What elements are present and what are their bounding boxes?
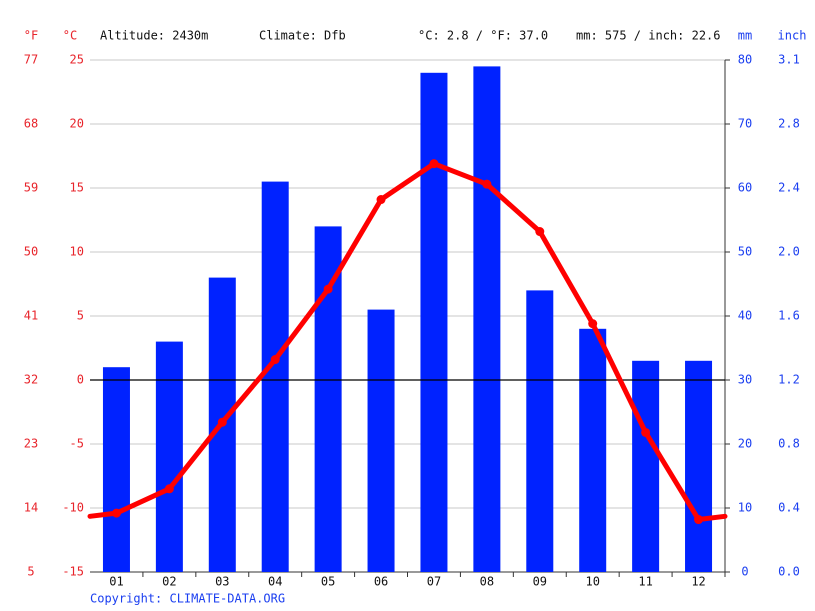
f-tick-label: 23 xyxy=(24,437,38,451)
x-tick-label: 02 xyxy=(162,575,176,589)
precip-summary: mm: 575 / inch: 22.6 xyxy=(576,29,721,43)
precip-bar xyxy=(473,66,501,573)
f-tick-label: 32 xyxy=(24,373,38,387)
x-tick-label: 04 xyxy=(268,575,282,589)
x-tick-label: 09 xyxy=(533,575,547,589)
y2-tick-label: 10 xyxy=(738,501,752,515)
precip-bar xyxy=(155,341,183,572)
y-tick-label: 20 xyxy=(70,117,84,131)
y-tick-label: 25 xyxy=(70,53,84,67)
temp-point xyxy=(164,484,174,494)
y2-tick-label: 50 xyxy=(738,245,752,259)
x-tick-label: 12 xyxy=(691,575,705,589)
temp-point xyxy=(482,179,492,189)
f-tick-label: 41 xyxy=(24,309,38,323)
f-tick-label: 77 xyxy=(24,53,38,67)
precip-bar xyxy=(102,367,130,572)
y-tick-label: -5 xyxy=(70,437,84,451)
temp-point xyxy=(694,515,704,525)
precip-bar xyxy=(579,328,607,572)
temp-point xyxy=(641,427,651,437)
c-unit: °C xyxy=(63,29,77,43)
inch-tick-label: 0.0 xyxy=(778,565,800,579)
mm-unit: mm xyxy=(738,29,752,43)
y2-tick-label: 0 xyxy=(741,565,748,579)
inch-tick-label: 0.8 xyxy=(778,437,800,451)
precip-bar xyxy=(632,360,660,572)
y2-tick-label: 30 xyxy=(738,373,752,387)
y-tick-label: 0 xyxy=(77,373,84,387)
y-tick-label: -10 xyxy=(62,501,84,515)
precip-bar xyxy=(367,309,395,572)
copyright: Copyright: CLIMATE-DATA.ORG xyxy=(90,592,285,606)
temp-point xyxy=(270,355,280,365)
y-tick-label: 15 xyxy=(70,181,84,195)
x-tick-label: 07 xyxy=(427,575,441,589)
precip-bar xyxy=(526,290,554,572)
inch-tick-label: 3.1 xyxy=(778,53,800,67)
y2-tick-label: 80 xyxy=(738,53,752,67)
precip-bar xyxy=(314,226,342,572)
temp-point xyxy=(376,195,386,205)
inch-tick-label: 2.0 xyxy=(778,245,800,259)
inch-tick-label: 1.2 xyxy=(778,373,800,387)
y-tick-label: -15 xyxy=(62,565,84,579)
x-tick-label: 08 xyxy=(480,575,494,589)
y-tick-label: 10 xyxy=(70,245,84,259)
x-tick-label: 03 xyxy=(215,575,229,589)
x-tick-label: 01 xyxy=(109,575,123,589)
temp-point xyxy=(535,227,545,237)
y2-tick-label: 70 xyxy=(738,117,752,131)
inch-tick-label: 2.4 xyxy=(778,181,800,195)
precip-bar xyxy=(420,72,448,573)
y-tick-label: 5 xyxy=(77,309,84,323)
temp-point xyxy=(111,508,121,518)
f-tick-label: 50 xyxy=(24,245,38,259)
y2-tick-label: 40 xyxy=(738,309,752,323)
inch-unit: inch xyxy=(778,29,807,43)
temp-point xyxy=(217,417,227,427)
precip-bar xyxy=(685,360,713,572)
f-tick-label: 59 xyxy=(24,181,38,195)
inch-tick-label: 2.8 xyxy=(778,117,800,131)
y2-tick-label: 60 xyxy=(738,181,752,195)
climate: Climate: Dfb xyxy=(259,29,346,43)
temp-line xyxy=(115,161,701,521)
x-tick-label: 11 xyxy=(638,575,652,589)
f-tick-label: 68 xyxy=(24,117,38,131)
inch-tick-label: 0.4 xyxy=(778,501,800,515)
temp-point xyxy=(429,159,439,169)
temp-point xyxy=(323,284,333,294)
temp-point xyxy=(588,319,598,329)
altitude: Altitude: 2430m xyxy=(100,29,208,43)
f-unit: °F xyxy=(24,29,38,43)
f-tick-label: 14 xyxy=(24,501,38,515)
inch-tick-label: 1.6 xyxy=(778,309,800,323)
x-tick-label: 10 xyxy=(585,575,599,589)
x-tick-label: 06 xyxy=(374,575,388,589)
precip-bar xyxy=(261,181,289,572)
f-tick-label: 5 xyxy=(27,565,34,579)
y2-tick-label: 20 xyxy=(738,437,752,451)
temp-summary: °C: 2.8 / °F: 37.0 xyxy=(418,29,548,43)
x-tick-label: 05 xyxy=(321,575,335,589)
